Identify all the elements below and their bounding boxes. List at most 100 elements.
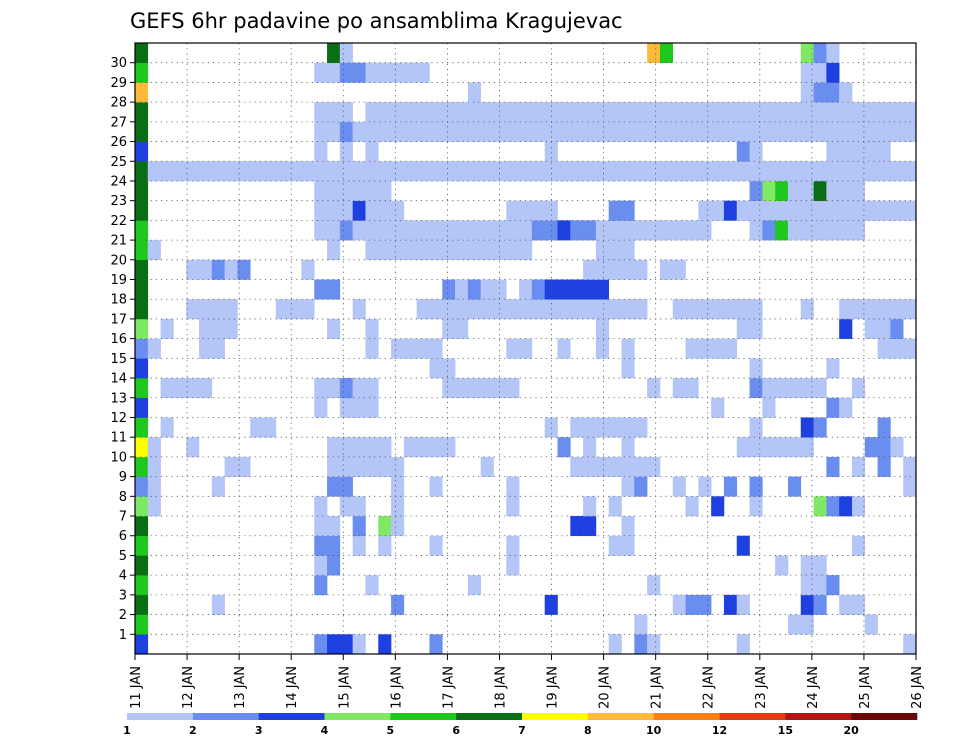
y-tick-label: 9 bbox=[119, 470, 127, 485]
heatmap-cell bbox=[160, 378, 174, 399]
heatmap-cell bbox=[199, 378, 213, 399]
heatmap-cell bbox=[787, 378, 802, 399]
grid-lines bbox=[135, 43, 916, 654]
heatmap-cell bbox=[391, 496, 405, 517]
x-tick-label: 12 JAN bbox=[181, 666, 196, 709]
heatmap-cell bbox=[621, 200, 635, 221]
heatmap-cell bbox=[672, 220, 686, 241]
y-tick-label: 7 bbox=[119, 510, 127, 525]
heatmap-cell bbox=[839, 397, 853, 418]
heatmap-cell bbox=[301, 259, 315, 280]
heatmap-cell bbox=[621, 535, 635, 556]
y-tick-label: 24 bbox=[110, 174, 127, 189]
heatmap-cell bbox=[506, 338, 520, 359]
y-tick-label: 23 bbox=[110, 194, 127, 209]
heatmap-cell bbox=[839, 102, 853, 123]
heatmap-cell bbox=[442, 240, 456, 261]
heatmap-cell bbox=[570, 516, 584, 537]
x-tick-label: 22 JAN bbox=[702, 666, 717, 709]
heatmap-cell bbox=[391, 102, 405, 123]
heatmap-cell bbox=[877, 141, 891, 162]
heatmap-cell bbox=[416, 240, 430, 261]
heatmap-cell bbox=[135, 397, 149, 418]
heatmap-cell bbox=[378, 634, 392, 655]
heatmap-cell bbox=[135, 378, 149, 399]
heatmap-cell bbox=[890, 437, 904, 458]
heatmap-cell bbox=[429, 121, 443, 142]
heatmap-cell bbox=[147, 456, 161, 477]
heatmap-cell bbox=[327, 634, 341, 655]
heatmap-cell bbox=[480, 456, 494, 477]
heatmap-cell bbox=[903, 456, 917, 477]
heatmap-cell bbox=[749, 437, 763, 458]
heatmap-cell bbox=[403, 102, 417, 123]
heatmap-cell bbox=[455, 299, 469, 320]
heatmap-cell bbox=[570, 279, 584, 300]
heatmap-cell bbox=[147, 496, 161, 517]
heatmap-cell bbox=[416, 338, 430, 359]
heatmap-cell bbox=[595, 102, 610, 123]
heatmap-cell bbox=[762, 378, 776, 399]
heatmap-cell bbox=[493, 121, 507, 142]
heatmap-cell bbox=[301, 161, 315, 182]
heatmap-cell bbox=[864, 318, 878, 339]
x-tick-label: 19 JAN bbox=[546, 666, 561, 709]
heatmap-cell bbox=[672, 102, 686, 123]
heatmap-cell bbox=[583, 259, 597, 280]
heatmap-cell bbox=[711, 102, 725, 123]
heatmap-cell bbox=[685, 299, 699, 320]
y-tick-label: 15 bbox=[110, 352, 127, 367]
heatmap-cell bbox=[506, 240, 520, 261]
heatmap-cell bbox=[800, 121, 814, 142]
heatmap-cell bbox=[135, 476, 149, 497]
heatmap-cell bbox=[890, 338, 904, 359]
heatmap-cell bbox=[135, 594, 149, 615]
heatmap-cell bbox=[365, 378, 379, 399]
heatmap-cell bbox=[647, 378, 661, 399]
heatmap-cell bbox=[135, 121, 149, 142]
heatmap-cell bbox=[288, 161, 302, 182]
heatmap-cell bbox=[570, 220, 584, 241]
heatmap-cell bbox=[544, 200, 558, 221]
heatmap-cell bbox=[135, 358, 149, 379]
heatmap-cell bbox=[749, 180, 763, 201]
heatmap-cell bbox=[314, 535, 328, 556]
heatmap-cell bbox=[864, 102, 878, 123]
heatmap-cell bbox=[595, 417, 610, 438]
heatmap-cell bbox=[339, 437, 353, 458]
heatmap-cell bbox=[519, 299, 533, 320]
heatmap-cell bbox=[378, 456, 392, 477]
heatmap-cell bbox=[314, 555, 328, 576]
heatmap-cell bbox=[224, 299, 238, 320]
y-tick-label: 2 bbox=[119, 608, 127, 623]
heatmap-cell bbox=[749, 141, 763, 162]
heatmap-cell bbox=[839, 121, 853, 142]
heatmap-cell bbox=[391, 240, 405, 261]
heatmap-cell bbox=[647, 102, 661, 123]
heatmap-cell bbox=[378, 437, 392, 458]
heatmap-cell bbox=[749, 200, 763, 221]
y-tick-label: 16 bbox=[110, 332, 127, 347]
heatmap-cell bbox=[467, 161, 481, 182]
heatmap-cell bbox=[800, 161, 814, 182]
heatmap-cell bbox=[839, 180, 853, 201]
heatmap-cell bbox=[723, 161, 738, 182]
heatmap-cell bbox=[467, 102, 481, 123]
heatmap-cell bbox=[480, 220, 494, 241]
heatmap-cell bbox=[493, 279, 507, 300]
y-tick-label: 21 bbox=[110, 234, 127, 249]
heatmap-cell bbox=[749, 476, 763, 497]
heatmap-cell bbox=[135, 43, 149, 64]
heatmap-cell bbox=[736, 102, 750, 123]
y-axis: 1234567891011121314151617181920212223242… bbox=[110, 56, 135, 643]
heatmap-cell bbox=[775, 378, 789, 399]
heatmap-cell bbox=[467, 279, 481, 300]
heatmap-cell bbox=[787, 200, 802, 221]
heatmap-cell bbox=[595, 318, 610, 339]
heatmap-cell bbox=[557, 299, 571, 320]
heatmap-cell bbox=[800, 200, 814, 221]
heatmap-cell bbox=[775, 180, 789, 201]
heatmap-cell bbox=[826, 220, 840, 241]
heatmap-cell bbox=[314, 279, 328, 300]
heatmap-cell bbox=[595, 220, 610, 241]
